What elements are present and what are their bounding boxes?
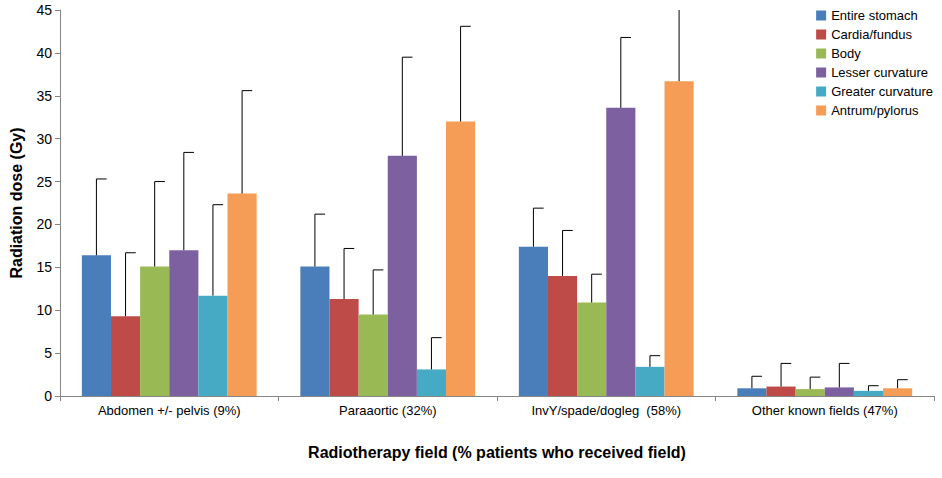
- svg-text:Radiotherapy field (% patients: Radiotherapy field (% patients who recei…: [308, 444, 686, 461]
- svg-text:20: 20: [36, 216, 52, 232]
- svg-text:Greater curvature: Greater curvature: [831, 84, 933, 99]
- svg-text:15: 15: [36, 259, 52, 275]
- svg-text:Paraaortic (32%): Paraaortic (32%): [339, 403, 437, 418]
- svg-text:35: 35: [36, 88, 52, 104]
- svg-text:Other known fields (47%): Other known fields (47%): [752, 403, 898, 418]
- svg-text:40: 40: [36, 45, 52, 61]
- svg-text:Abdomen +/- pelvis (9%): Abdomen +/- pelvis (9%): [98, 403, 241, 418]
- svg-text:Cardia/fundus: Cardia/fundus: [831, 27, 912, 42]
- svg-text:0: 0: [44, 388, 52, 404]
- svg-text:Radiation dose (Gy): Radiation dose (Gy): [8, 127, 25, 278]
- svg-text:Lesser curvature: Lesser curvature: [831, 65, 928, 80]
- svg-text:10: 10: [36, 302, 52, 318]
- svg-text:5: 5: [44, 345, 52, 361]
- svg-text:45: 45: [36, 2, 52, 18]
- svg-text:25: 25: [36, 174, 52, 190]
- svg-text:Body: Body: [831, 46, 861, 61]
- svg-text:InvY/spade/dogleg (58%): InvY/spade/dogleg (58%): [531, 403, 681, 418]
- svg-text:30: 30: [36, 131, 52, 147]
- svg-text:Entire stomach: Entire stomach: [831, 8, 918, 23]
- svg-text:Antrum/pylorus: Antrum/pylorus: [831, 103, 919, 118]
